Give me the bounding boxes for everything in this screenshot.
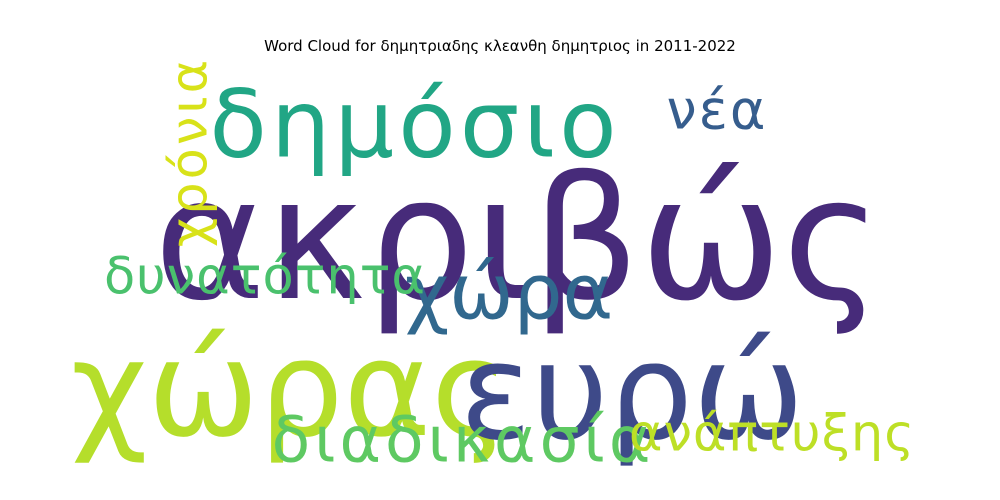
cloud-word: χρόνια	[161, 57, 220, 247]
cloud-word: διαδικασία	[272, 404, 655, 477]
cloud-word: ανάπτυξης	[629, 405, 915, 464]
cloud-word: δημόσιο	[209, 71, 620, 180]
cloud-word: χώρας	[71, 313, 509, 467]
cloud-word: νέα	[667, 79, 768, 142]
cloud-word: ακριβώς	[154, 141, 882, 339]
cloud-word: ευρώ	[460, 316, 805, 470]
chart-title: Word Cloud for δημητριαδης κλεανθη δημητ…	[264, 37, 736, 55]
cloud-word: χώρα	[405, 249, 614, 338]
cloud-word: δυνατότητα	[104, 248, 426, 307]
